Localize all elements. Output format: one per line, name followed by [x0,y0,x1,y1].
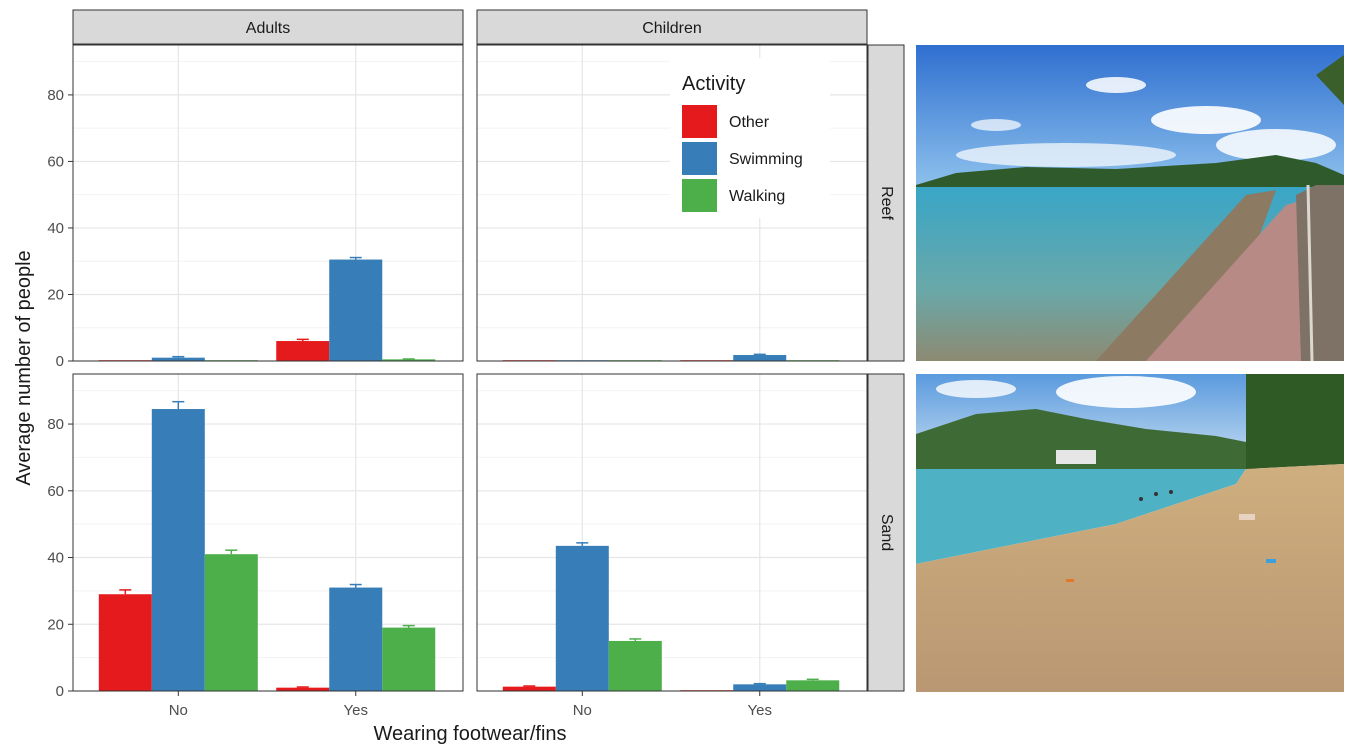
panel-border [476,373,868,692]
bar-walking-yes [382,627,436,691]
x-tick-label: Yes [748,702,772,719]
bar-swimming-no [151,357,205,361]
column-strip-children [476,9,868,45]
panel-border [72,373,464,692]
reef-beach-photo [916,45,1344,361]
sand-beach-photo [916,374,1344,692]
bar-walking-no [204,554,258,691]
y-tick-label: 60 [47,153,64,170]
legend-title: Activity [682,73,745,95]
panel-sand-adults [72,373,464,692]
y-tick-label: 20 [47,616,64,633]
legend-swatch-other [682,105,717,138]
column-strip-adults [72,9,464,45]
panel-background [73,45,463,361]
y-tick-label: 60 [47,483,64,500]
y-tick-label: 20 [47,286,64,303]
bar-swimming-yes [329,259,383,361]
legend-label-other: Other [729,114,770,131]
legend-swatch-swimming [682,142,717,175]
x-tick-label: Yes [344,702,368,719]
y-tick-label: 80 [47,416,64,433]
panel-reef-adults [72,44,464,362]
y-tick-label: 40 [47,220,64,237]
y-tick-label: 80 [47,87,64,104]
bar-other-no [98,594,152,691]
column-strip-label: Children [642,20,702,37]
legend-label-swimming: Swimming [729,151,803,168]
row-strip-label: Reef [878,186,895,220]
bar-swimming-yes [733,355,787,361]
legend: Activity Other Swimming Walking [670,58,830,218]
bar-walking-yes [382,359,436,361]
bar-walking-yes [786,680,840,691]
bar-other-no [502,686,556,691]
bar-swimming-no [555,545,609,691]
y-tick-label: 0 [56,353,64,370]
bar-swimming-yes [733,684,787,691]
row-strip-label: Sand [878,514,895,551]
bar-other-yes [276,341,330,361]
x-tick-label: No [169,702,188,719]
bar-swimming-yes [329,587,383,691]
bar-swimming-no [151,409,205,691]
bar-other-yes [276,687,330,691]
bar-walking-no [608,640,662,691]
x-axis-title: Wearing footwear/fins [373,723,566,745]
panel-border [476,44,868,362]
legend-swatch-walking [682,179,717,212]
panel-sand-children [476,373,868,692]
panel-background [477,374,867,691]
y-tick-label: 0 [56,683,64,700]
legend-label-walking: Walking [729,188,785,205]
y-tick-label: 40 [47,550,64,567]
column-strip-label: Adults [246,20,290,37]
axes-layer: Adults Children Reef Sand 0 20 40 60 80 0 20 40 60 80… [13,9,905,745]
row-strip-reef [867,44,905,362]
row-strip-sand [867,373,905,692]
panel-border [72,44,464,362]
faceted-bar-chart: Adults Children Reef Sand 0 20 40 60 80 0 20 40 60 80… [13,9,905,745]
x-tick-label: No [573,702,592,719]
y-axis-title: Average number of people [13,250,35,485]
